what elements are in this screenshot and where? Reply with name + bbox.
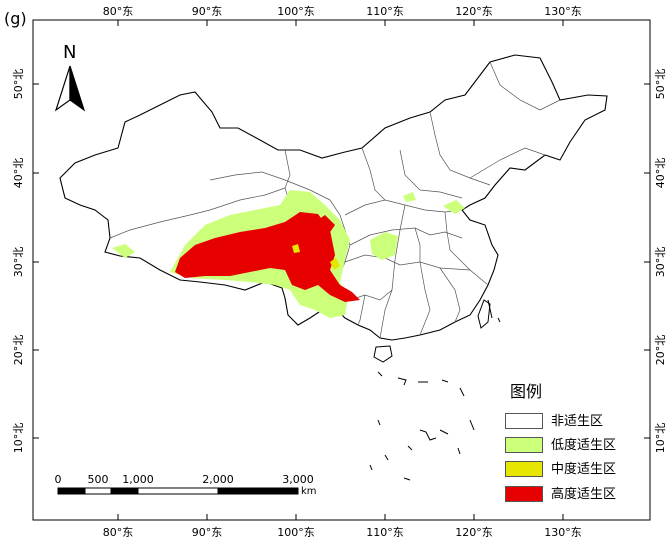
bottom-tick-label: 110°东 [366,526,404,539]
high-suitability-areas [175,212,360,302]
legend-swatch [505,461,543,477]
frame-ticks [33,20,650,520]
bottom-tick-label: 130°东 [544,526,582,539]
legend-swatch [505,413,543,429]
scale-label: 2,000 [202,473,234,486]
map-frame [32,19,651,521]
moderate-suitability-areas [292,244,340,270]
bottom-tick-label: 90°东 [191,526,223,539]
scale-label: 1,000 [122,473,154,486]
legend-item-moderate: 中度适生区 [505,461,655,479]
legend-swatch [505,486,543,502]
bottom-tick-label: 100°东 [277,526,315,539]
left-tick-label: 20°北 [12,334,25,366]
left-tick-label: 40°北 [12,157,25,189]
right-tick-label: 20°北 [654,334,667,366]
hainan-island [373,345,393,363]
right-tick-label: 40°北 [654,157,667,189]
right-tick-label: 30°北 [654,246,667,278]
legend-label: 高度适生区 [551,487,617,502]
scale-label: 500 [87,473,109,486]
top-tick-label: 130°东 [544,5,582,18]
left-tick-label: 30°北 [12,246,25,278]
north-arrow-icon [54,65,86,112]
legend-swatch [505,437,543,453]
legend-item-high: 高度适生区 [505,486,655,504]
legend-title: 图例 [510,382,543,401]
top-tick-label: 120°东 [455,5,493,18]
top-tick-label: 80°东 [102,5,134,18]
legend-item-unsuitable: 非适生区 [505,413,655,431]
scale-label: 0 [54,473,62,486]
left-tick-label: 50°北 [12,68,25,100]
legend-label: 中度适生区 [551,462,617,477]
scale-bar [57,487,299,495]
scale-unit: km [301,486,317,497]
scale-label: 3,000 [282,473,314,486]
bottom-tick-label: 80°东 [102,526,134,539]
north-label: N [63,42,77,63]
right-tick-label: 50°北 [654,68,667,100]
legend-label: 非适生区 [551,414,604,429]
left-tick-label: 10°北 [12,422,25,454]
panel-label: (g) [4,9,27,28]
bottom-tick-label: 120°东 [455,526,493,539]
south-sea-islands [369,299,501,481]
legend-item-low: 低度适生区 [505,437,655,455]
top-tick-label: 100°东 [277,5,315,18]
taiwan-island [477,299,491,329]
top-tick-label: 90°东 [191,5,223,18]
top-tick-label: 110°东 [366,5,404,18]
legend-label: 低度适生区 [551,438,617,453]
